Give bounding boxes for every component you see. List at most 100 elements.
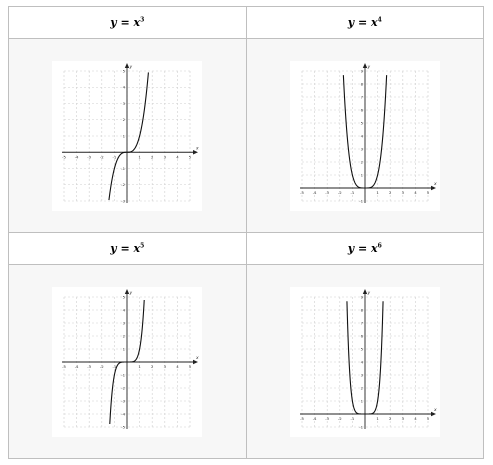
x-tick-label: -2 — [100, 154, 104, 159]
y-axis-label: y — [129, 291, 133, 296]
formula-header-sixth: y = x6 — [245, 232, 484, 265]
x-tick-label: 1 — [376, 190, 379, 195]
x-tick-label: -1 — [113, 154, 117, 159]
x-tick-label: -5 — [300, 416, 304, 421]
y-tick-label: -4 — [121, 411, 125, 416]
y-tick-label: 8 — [360, 307, 363, 312]
y-tick-label: -1 — [359, 424, 363, 429]
graph-x-sixth: x y -5 -4 -3 -2 -1 1 2 3 4 5 -1 1 2 3 4 5 6 7 8 9 — [289, 286, 440, 437]
graphs-table: y = x3 y = x4 x y -5 -4 -3 -2 -1 1 2 3 4 5 -3 -2 -1 1 2 3… — [8, 6, 484, 459]
y-tick-label: 3 — [360, 146, 363, 151]
x-tick-label: -3 — [325, 416, 329, 421]
y-tick-label: -2 — [121, 385, 125, 390]
y-tick-label: -1 — [121, 372, 125, 377]
graph-x-fifth: x y -5 -4 -3 -2 -1 1 2 3 4 5 -5 -4 -3 -2 -1 1 2 3 4 5 — [52, 286, 203, 437]
graph-x-cubed: x y -5 -4 -3 -2 -1 1 2 3 4 5 -3 -2 -1 1 2 3 4 5 — [52, 60, 203, 211]
x-tick-label: 3 — [164, 154, 167, 159]
y-tick-label: 9 — [360, 294, 363, 299]
x-axis-arrow — [193, 359, 199, 364]
y-tick-label: 8 — [360, 81, 363, 86]
y-tick-label: 3 — [123, 320, 126, 325]
y-tick-label: 1 — [360, 398, 363, 403]
x-tick-label: -5 — [300, 190, 304, 195]
x-tick-label: 4 — [176, 154, 179, 159]
formula-title-sixth: y = x6 — [347, 242, 382, 255]
x-tick-label: 5 — [189, 154, 192, 159]
y-tick-label: 4 — [360, 359, 363, 364]
y-tick-label: 5 — [123, 294, 126, 299]
y-tick-label: 1 — [123, 133, 126, 138]
x-axis-label: x — [433, 182, 437, 187]
y-tick-label: 7 — [360, 94, 363, 99]
x-tick-label: -2 — [338, 190, 342, 195]
x-tick-label: -3 — [325, 190, 329, 195]
x-tick-label: 1 — [376, 416, 379, 421]
x-tick-label: 3 — [164, 364, 167, 369]
y-tick-label: 6 — [360, 333, 363, 338]
x-tick-label: 1 — [139, 154, 142, 159]
y-tick-label: 5 — [360, 346, 363, 351]
y-tick-label: 7 — [360, 320, 363, 325]
y-axis-label: y — [129, 65, 133, 70]
x-tick-label: 4 — [414, 190, 417, 195]
y-tick-label: -5 — [121, 424, 125, 429]
x-tick-label: 5 — [189, 364, 192, 369]
x-tick-label: -2 — [338, 416, 342, 421]
x-axis-label: x — [195, 146, 199, 151]
formula-title-cube: y = x3 — [110, 16, 145, 29]
y-tick-label: 6 — [360, 107, 363, 112]
y-tick-label: 3 — [360, 372, 363, 377]
y-tick-label: -3 — [121, 198, 125, 203]
x-tick-label: -5 — [62, 154, 66, 159]
y-tick-label: -2 — [121, 182, 125, 187]
x-tick-label: -3 — [88, 154, 92, 159]
y-tick-label: 2 — [360, 385, 363, 390]
plot-cell-cube: x y -5 -4 -3 -2 -1 1 2 3 4 5 -3 -2 -1 1 2 3 4 5 — [8, 38, 247, 233]
formula-title-fifth: y = x5 — [110, 242, 145, 255]
y-tick-label: 4 — [123, 84, 126, 89]
x-tick-label: 3 — [401, 190, 404, 195]
x-tick-label: 5 — [427, 416, 430, 421]
x-axis-arrow — [430, 411, 436, 416]
y-tick-label: 5 — [360, 120, 363, 125]
y-tick-label: 2 — [123, 117, 126, 122]
x-tick-label: 1 — [139, 364, 142, 369]
formula-header-fifth: y = x5 — [8, 232, 247, 265]
x-axis-label: x — [195, 356, 199, 361]
x-tick-label: 4 — [176, 364, 179, 369]
x-tick-label: 2 — [389, 190, 392, 195]
x-tick-label: 2 — [151, 154, 154, 159]
x-tick-label: -2 — [100, 364, 104, 369]
curve-line — [342, 74, 387, 189]
y-tick-label: 4 — [360, 133, 363, 138]
y-tick-label: -3 — [121, 398, 125, 403]
y-tick-label: 1 — [123, 346, 126, 351]
y-tick-label: 4 — [123, 307, 126, 312]
y-axis-arrow — [362, 288, 367, 294]
x-tick-label: 2 — [151, 364, 154, 369]
y-axis-arrow — [362, 62, 367, 68]
y-tick-label: 3 — [123, 100, 126, 105]
formula-header-cube: y = x3 — [8, 6, 247, 39]
y-tick-label: 9 — [360, 68, 363, 73]
x-tick-label: -5 — [62, 364, 66, 369]
curve-line — [346, 300, 384, 415]
y-tick-label: 2 — [123, 333, 126, 338]
x-axis-label: x — [433, 408, 437, 413]
curve-line — [109, 299, 146, 424]
y-axis-arrow — [125, 288, 130, 294]
y-tick-label: 2 — [360, 159, 363, 164]
y-axis-label: y — [366, 65, 370, 70]
x-axis-arrow — [430, 185, 436, 190]
x-tick-label: -1 — [113, 364, 117, 369]
x-tick-label: 4 — [414, 416, 417, 421]
y-tick-label: -1 — [359, 198, 363, 203]
x-tick-label: -4 — [75, 154, 79, 159]
plot-cell-fourth: x y -5 -4 -3 -2 -1 1 2 3 4 5 -1 1 2 3 4 5 6 7 8 9 — [245, 38, 484, 233]
x-tick-label: -4 — [312, 190, 316, 195]
plot-cell-fifth: x y -5 -4 -3 -2 -1 1 2 3 4 5 -5 -4 -3 -2 -1 1 2 3 4 5 — [8, 264, 247, 459]
formula-title-fourth: y = x4 — [347, 16, 382, 29]
x-tick-label: -3 — [88, 364, 92, 369]
x-tick-label: -1 — [350, 190, 354, 195]
y-tick-label: -1 — [121, 165, 125, 170]
